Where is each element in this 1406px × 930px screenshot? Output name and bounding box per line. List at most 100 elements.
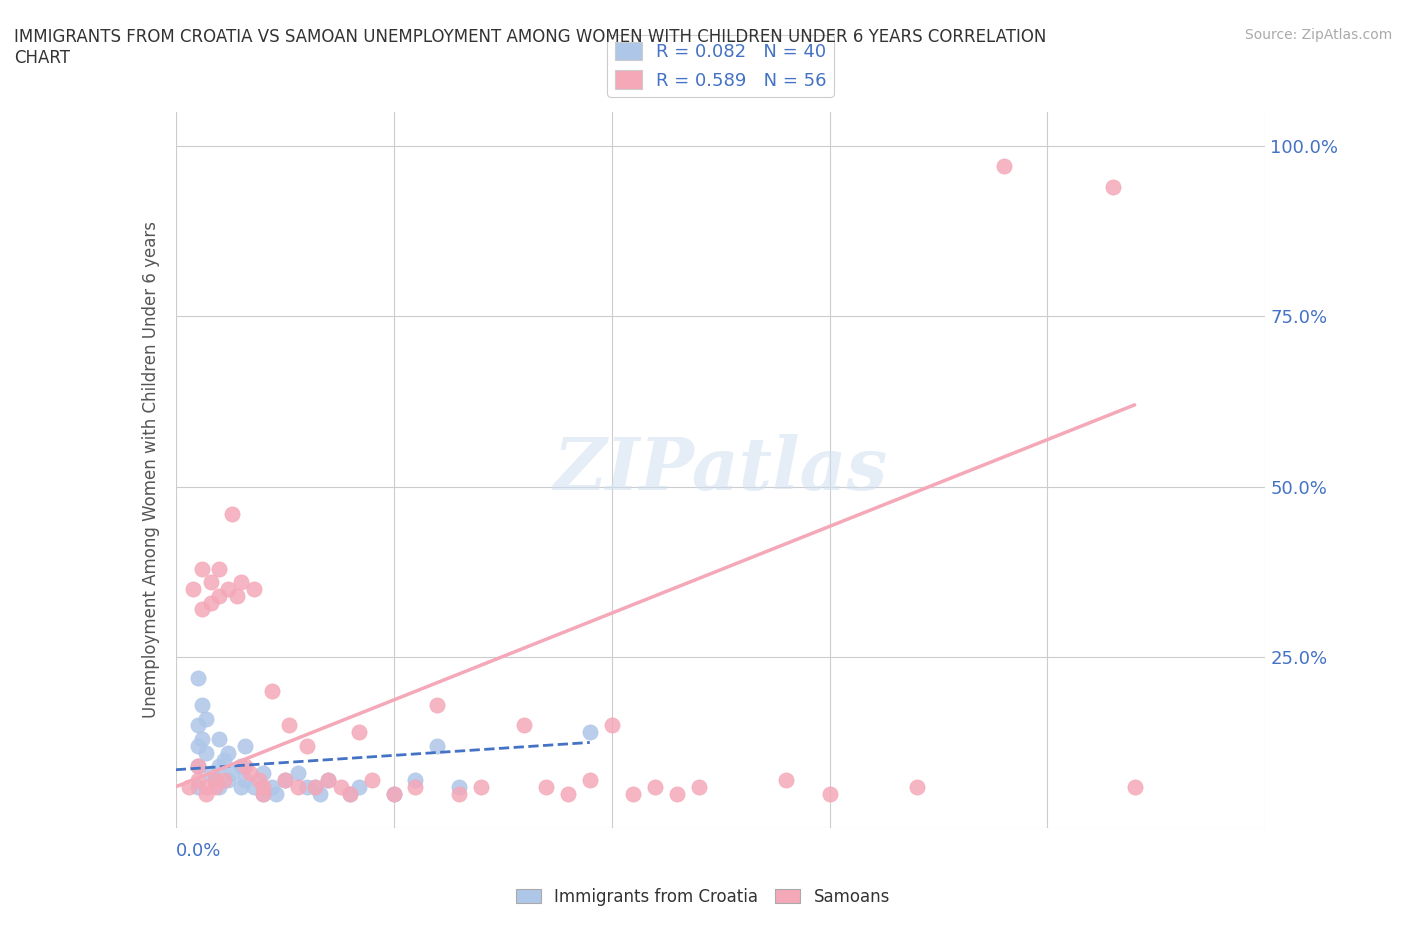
Point <box>274 773 297 788</box>
Point <box>818 786 841 801</box>
Point <box>426 738 449 753</box>
Point <box>252 779 274 794</box>
Point <box>470 779 492 794</box>
Point <box>186 759 209 774</box>
Point <box>1102 179 1125 194</box>
Point <box>200 595 222 610</box>
Point <box>195 745 218 760</box>
Point <box>195 779 218 794</box>
Point <box>243 779 266 794</box>
Point <box>217 581 239 596</box>
Point <box>217 773 239 788</box>
Point <box>186 738 209 753</box>
Point <box>191 602 214 617</box>
Point <box>231 779 253 794</box>
Point <box>204 773 226 788</box>
Point <box>191 561 214 576</box>
Point <box>225 589 247 604</box>
Point <box>260 684 283 698</box>
Point <box>775 773 797 788</box>
Point <box>1123 779 1146 794</box>
Point <box>186 773 209 788</box>
Point <box>534 779 557 794</box>
Point <box>447 779 470 794</box>
Point <box>318 773 340 788</box>
Point <box>304 779 326 794</box>
Point <box>426 698 449 712</box>
Point <box>339 786 361 801</box>
Text: Source: ZipAtlas.com: Source: ZipAtlas.com <box>1244 28 1392 42</box>
Point <box>204 779 226 794</box>
Point <box>191 698 214 712</box>
Point <box>405 779 427 794</box>
Point <box>278 718 301 733</box>
Point <box>221 507 243 522</box>
Point <box>308 786 330 801</box>
Text: ZIPatlas: ZIPatlas <box>554 434 887 505</box>
Point <box>208 759 231 774</box>
Point <box>177 779 200 794</box>
Point <box>579 724 602 739</box>
Point <box>295 779 318 794</box>
Point <box>993 159 1015 174</box>
Point <box>339 786 361 801</box>
Point <box>200 765 222 780</box>
Point <box>557 786 579 801</box>
Point <box>243 581 266 596</box>
Point <box>287 779 309 794</box>
Point <box>191 732 214 747</box>
Point <box>208 732 231 747</box>
Point <box>260 779 283 794</box>
Point <box>330 779 353 794</box>
Point <box>186 718 209 733</box>
Point <box>186 779 209 794</box>
Point <box>195 711 218 726</box>
Point <box>295 738 318 753</box>
Point <box>688 779 710 794</box>
Point <box>231 759 253 774</box>
Point <box>905 779 928 794</box>
Point <box>204 773 226 788</box>
Point <box>287 765 309 780</box>
Point <box>208 589 231 604</box>
Point <box>347 779 370 794</box>
Point <box>666 786 689 801</box>
Point <box>644 779 666 794</box>
Point <box>621 786 644 801</box>
Point <box>274 773 297 788</box>
Point <box>208 779 231 794</box>
Point <box>252 786 274 801</box>
Point <box>318 773 340 788</box>
Point <box>239 765 262 780</box>
Point <box>600 718 623 733</box>
Point <box>347 724 370 739</box>
Point <box>235 759 257 774</box>
Point <box>513 718 536 733</box>
Point <box>208 561 231 576</box>
Point <box>212 752 235 767</box>
Point <box>252 765 274 780</box>
Point <box>231 575 253 590</box>
Point <box>447 786 470 801</box>
Point <box>304 779 326 794</box>
Point <box>217 745 239 760</box>
Point <box>405 773 427 788</box>
Legend: R = 0.082   N = 40, R = 0.589   N = 56: R = 0.082 N = 40, R = 0.589 N = 56 <box>607 34 834 97</box>
Y-axis label: Unemployment Among Women with Children Under 6 years: Unemployment Among Women with Children U… <box>142 221 160 718</box>
Point <box>264 786 287 801</box>
Point <box>181 581 204 596</box>
Point <box>235 738 257 753</box>
Text: IMMIGRANTS FROM CROATIA VS SAMOAN UNEMPLOYMENT AMONG WOMEN WITH CHILDREN UNDER 6: IMMIGRANTS FROM CROATIA VS SAMOAN UNEMPL… <box>14 28 1046 67</box>
Point <box>186 759 209 774</box>
Point <box>382 786 405 801</box>
Legend: Immigrants from Croatia, Samoans: Immigrants from Croatia, Samoans <box>509 881 897 912</box>
Text: 0.0%: 0.0% <box>176 843 221 860</box>
Point <box>579 773 602 788</box>
Point <box>195 786 218 801</box>
Point <box>360 773 382 788</box>
Point <box>382 786 405 801</box>
Point <box>221 765 243 780</box>
Point <box>186 671 209 685</box>
Point <box>212 773 235 788</box>
Point <box>200 575 222 590</box>
